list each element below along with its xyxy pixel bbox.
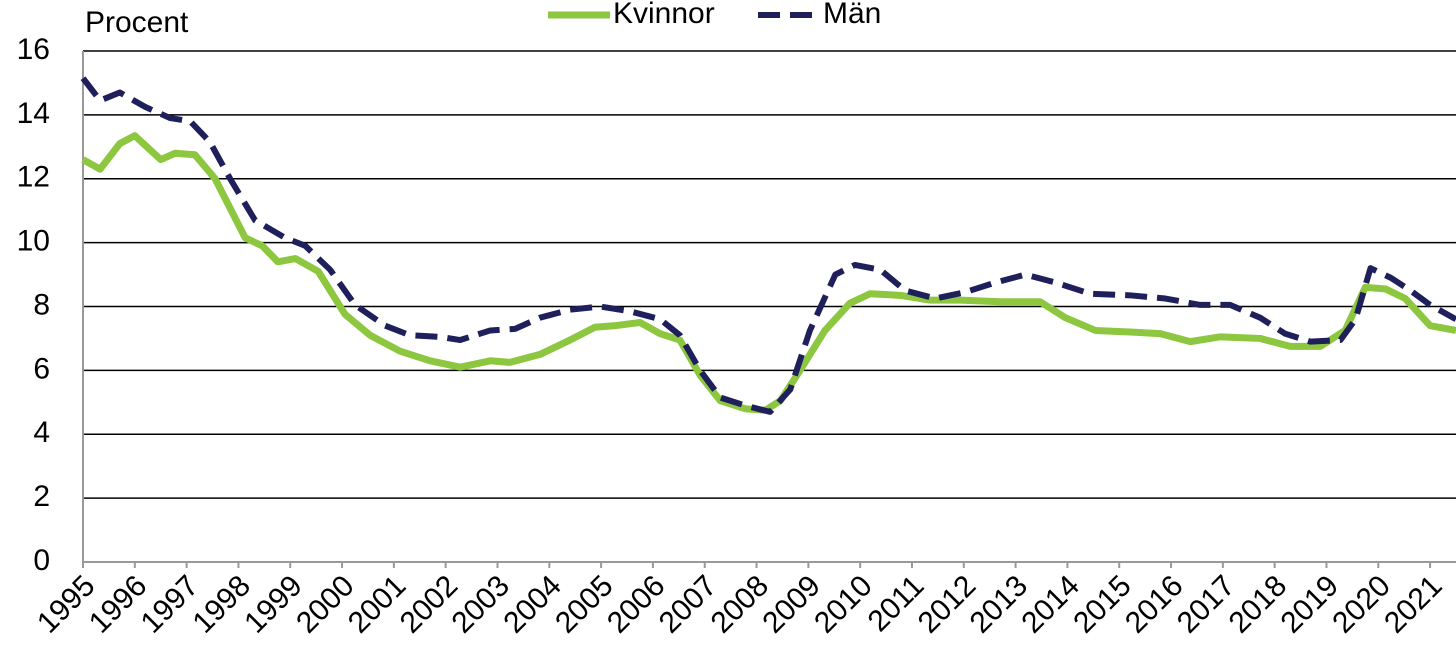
x-tick-label: 2001 xyxy=(342,569,413,640)
x-tick-label: 2018 xyxy=(1223,569,1294,640)
x-tick-label: 2015 xyxy=(1067,569,1138,640)
x-tick-label: 2000 xyxy=(290,569,361,640)
x-tick-label: 2004 xyxy=(497,569,568,640)
x-tick-label: 2016 xyxy=(1119,569,1190,640)
x-tick-label: 2014 xyxy=(1015,569,1086,640)
x-tick-label: 2003 xyxy=(446,569,517,640)
series-line xyxy=(80,76,1456,415)
x-tick-label: 1999 xyxy=(238,569,309,640)
x-tick-label: 2010 xyxy=(808,569,879,640)
x-tick-label: 2021 xyxy=(1378,569,1449,640)
y-tick-label: 12 xyxy=(17,161,50,194)
y-tick-label: 6 xyxy=(33,352,50,385)
y-axis-title: Procent xyxy=(85,6,189,39)
x-tick-label: 2019 xyxy=(1274,569,1345,640)
y-tick-label: 16 xyxy=(17,33,50,66)
x-tick-label: 2005 xyxy=(549,569,620,640)
y-tick-label: 0 xyxy=(33,544,50,577)
y-tick-label: 4 xyxy=(33,416,50,449)
x-tick-label: 1997 xyxy=(135,569,206,640)
x-tick-label: 1998 xyxy=(186,569,257,640)
x-tick-label: 2020 xyxy=(1326,569,1397,640)
x-tick-label: 2002 xyxy=(394,569,465,640)
x-tick-label: 2017 xyxy=(1171,569,1242,640)
x-tick-label: 1996 xyxy=(83,569,154,640)
x-tick-label: 2009 xyxy=(756,569,827,640)
legend-label: Män xyxy=(823,0,881,30)
x-tick-label: 2007 xyxy=(653,569,724,640)
y-tick-label: 10 xyxy=(17,225,50,258)
x-tick-label: 2011 xyxy=(862,569,931,638)
legend-label: Kvinnor xyxy=(613,0,715,30)
series-line xyxy=(81,132,1456,414)
y-tick-label: 14 xyxy=(17,97,50,130)
x-tick-label: 2006 xyxy=(601,569,672,640)
y-tick-label: 2 xyxy=(33,480,50,513)
x-tick-label: 1995 xyxy=(31,569,102,640)
x-tick-label: 2008 xyxy=(705,569,776,640)
y-tick-label: 8 xyxy=(33,288,50,321)
x-tick-label: 2013 xyxy=(964,569,1035,640)
x-tick-label: 2012 xyxy=(912,569,983,640)
